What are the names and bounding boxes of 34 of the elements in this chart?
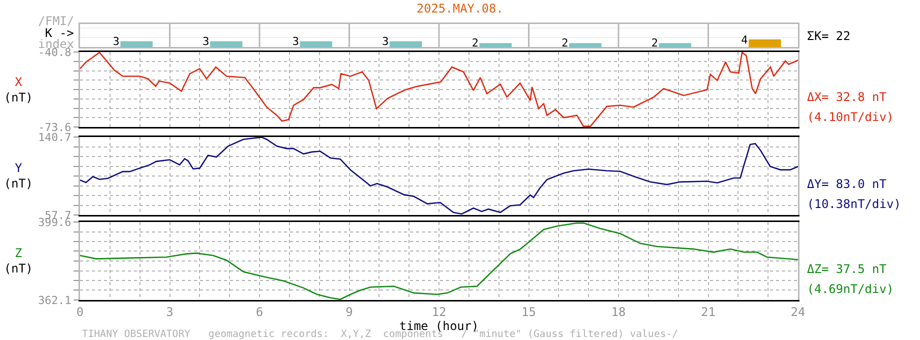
text: K ->	[45, 26, 74, 40]
text: (4.69nT/div)	[807, 282, 894, 296]
line-series	[80, 52, 798, 127]
x-tick-label: 9	[346, 304, 353, 319]
data-label: 3	[292, 35, 299, 48]
line-series	[80, 137, 798, 215]
x-tick-label: 21	[701, 304, 716, 319]
data-label: 2	[562, 36, 568, 50]
x-tick-label: 18	[611, 304, 626, 319]
chart-title: 2025.MAY.08.	[416, 2, 504, 16]
data-label: 4	[741, 34, 748, 47]
text: (4.10nT/div)	[807, 110, 894, 124]
x-tick-label: 3	[166, 304, 174, 319]
text: /FMI/	[38, 14, 74, 28]
y-tick-label: 362.1	[38, 294, 72, 307]
y-axis-title: X (nT)	[4, 75, 33, 105]
text: (10.38nT/div)	[807, 197, 901, 211]
data-label: 2	[651, 36, 658, 50]
text: ΔZ= 37.5 nT	[807, 262, 886, 276]
text: ΣK= 22	[807, 29, 850, 43]
data-label: 3	[382, 35, 389, 48]
data-label: 3	[202, 35, 210, 48]
x-tick-label: 6	[256, 304, 264, 319]
y-axis-title: Z (nT)	[4, 246, 33, 276]
x-tick-label: 24	[790, 304, 806, 319]
data-label: 2	[472, 36, 478, 50]
x-tick-label: 12	[432, 304, 446, 319]
data-label: 3	[112, 35, 120, 48]
text: ΔX= 32.8 nT	[807, 90, 886, 104]
x-tick-label: 0	[76, 304, 84, 319]
line-series	[80, 222, 798, 300]
x-tick-label: 15	[522, 304, 536, 319]
text: ΔY= 83.0 nT	[807, 177, 886, 191]
y-axis-title: Y (nT)	[4, 161, 33, 191]
